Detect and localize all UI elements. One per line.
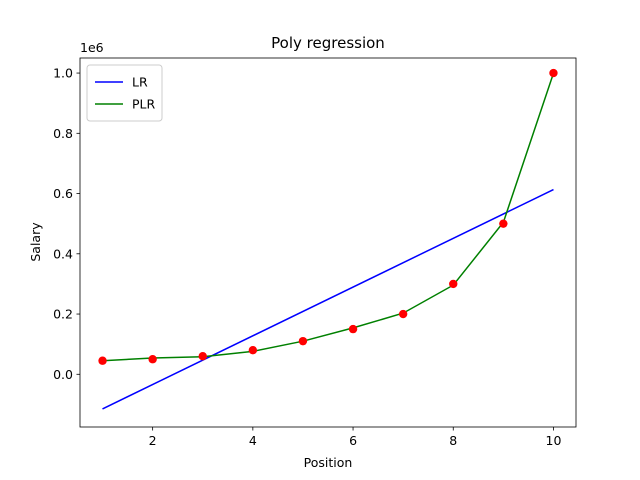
y-tick-label: 0.6 bbox=[53, 186, 73, 201]
scatter-point bbox=[449, 279, 458, 289]
scatter-point bbox=[248, 345, 258, 355]
scatter-point bbox=[348, 324, 358, 334]
y-tick-label: 0.0 bbox=[53, 367, 73, 382]
legend: LR PLR bbox=[86, 64, 163, 122]
series-line-plr bbox=[102, 72, 555, 362]
y-tick-label: 0.4 bbox=[53, 246, 73, 261]
legend-box bbox=[86, 64, 163, 122]
x-tick-label: 4 bbox=[249, 433, 257, 448]
x-tick-label: 8 bbox=[449, 433, 457, 448]
y-tick-label: 0.8 bbox=[53, 126, 73, 141]
scatter-point bbox=[298, 336, 308, 346]
axes-frame bbox=[79, 57, 577, 428]
y-offset-label: 1e6 bbox=[80, 40, 104, 55]
scatter-point bbox=[148, 355, 157, 364]
chart-marks bbox=[98, 68, 558, 410]
y-tick-label: 0.2 bbox=[53, 307, 73, 322]
x-axis-label: Position bbox=[304, 455, 353, 470]
scatter-point bbox=[98, 356, 107, 365]
legend-label-lr: LR bbox=[132, 75, 148, 90]
axes: 2 4 6 8 10 0.0 0.2 0.4 0.6 0.8 1.0 bbox=[53, 57, 577, 448]
x-tick-label: 10 bbox=[546, 433, 562, 448]
x-tick-label: 6 bbox=[349, 433, 357, 448]
legend-label-plr: PLR bbox=[132, 97, 156, 112]
series-line-lr bbox=[102, 188, 554, 410]
y-tick-label: 1.0 bbox=[53, 66, 73, 81]
chart-title: Poly regression bbox=[271, 34, 385, 52]
x-tick-label: 2 bbox=[149, 433, 157, 448]
scatter-point bbox=[198, 352, 207, 361]
scatter-point bbox=[398, 309, 408, 319]
scatter-point bbox=[549, 68, 558, 78]
scatter-point bbox=[499, 219, 508, 228]
y-axis-label: Salary bbox=[28, 222, 43, 262]
